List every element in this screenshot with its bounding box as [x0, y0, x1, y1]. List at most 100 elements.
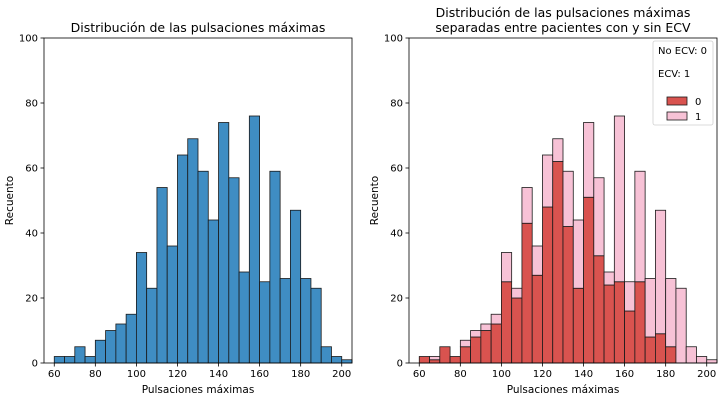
- x-tick-label: 80: [454, 369, 467, 380]
- bar-series-1-bin-110: [521, 187, 533, 224]
- bar-bin-95: [125, 313, 137, 364]
- bar-series-0-bin-100: [500, 281, 513, 364]
- axes-frame: [43, 37, 353, 364]
- bar-series-0-bin-170: [644, 336, 656, 364]
- y-tick-label: 100: [19, 34, 38, 45]
- bar-series-0-bin-120: [542, 206, 554, 364]
- axes-frame: [408, 37, 718, 364]
- bar-bin-180: [300, 278, 312, 364]
- bar-series-0-bin-80: [459, 346, 472, 364]
- bar-bin-125: [187, 138, 199, 364]
- bar-bin-120: [177, 154, 189, 364]
- bar-series-0-bin-90: [480, 330, 492, 364]
- x-tick-label: 60: [413, 369, 426, 380]
- chart-title: Distribución de las pulsaciones máximas: [71, 20, 326, 35]
- y-tick-label: 0: [32, 359, 38, 370]
- x-tick-label: 160: [615, 369, 634, 380]
- bar-bin-160: [259, 281, 271, 364]
- y-tick-label: 20: [25, 294, 38, 305]
- bars: [418, 115, 718, 364]
- bar-series-1-bin-85: [470, 330, 482, 338]
- bar-bin-175: [289, 209, 302, 364]
- x-tick-label: 80: [89, 369, 102, 380]
- bar-series-1-bin-170: [644, 278, 656, 338]
- x-tick-label: 140: [574, 369, 593, 380]
- bar-bin-150: [238, 271, 250, 364]
- chart-panel-1: 60 80 100 120 140 160 180 200 0 20 40 60 80 100 Pulsac…: [4, 20, 353, 396]
- bar-bin-65: [64, 356, 76, 364]
- bar-bin-60: [53, 356, 65, 364]
- y-tick-label: 40: [25, 229, 38, 240]
- bar-series-0-bin-180: [665, 346, 677, 364]
- bar-bin-140: [218, 122, 230, 364]
- bar-series-0-bin-60: [418, 356, 430, 364]
- bar-series-1-bin-95: [490, 313, 502, 325]
- y-tick-label: 80: [390, 99, 403, 110]
- legend-note: No ECV: 0: [658, 46, 707, 57]
- x-tick-label: 120: [168, 369, 187, 380]
- bar-series-0-bin-95: [490, 323, 502, 364]
- bar-series-1-bin-90: [480, 323, 492, 331]
- bar-series-1-bin-195: [696, 356, 708, 364]
- legend-entry-0: 0: [695, 97, 701, 108]
- x-tick-label: 140: [209, 369, 228, 380]
- bar-bin-200: [341, 359, 353, 364]
- y-tick-label: 40: [390, 229, 403, 240]
- x-tick-label: 60: [48, 369, 61, 380]
- bar-series-0-bin-175: [655, 333, 667, 364]
- x-tick-label: 180: [291, 369, 310, 380]
- bar-bin-90: [115, 323, 127, 364]
- bar-bin-170: [279, 278, 291, 364]
- bar-bin-85: [105, 330, 117, 364]
- bar-series-1-bin-125: [552, 138, 564, 162]
- y-tick-label: 80: [25, 99, 38, 110]
- bar-series-1-bin-80: [459, 339, 472, 348]
- x-tick-label: 100: [127, 369, 146, 380]
- bar-series-1-bin-185: [675, 287, 687, 364]
- bar-series-1-bin-160: [624, 281, 636, 312]
- bar-bin-70: [74, 346, 86, 364]
- x-tick-label: 160: [250, 369, 269, 380]
- bar-series-0-bin-150: [603, 284, 615, 364]
- bar-bin-115: [166, 245, 178, 364]
- bar-series-1-bin-65: [429, 356, 441, 361]
- legend-swatch-0: [666, 96, 688, 106]
- bar-series-1-bin-155: [613, 115, 625, 283]
- x-tick-label: 180: [656, 369, 675, 380]
- bar-series-1-bin-200: [706, 359, 718, 364]
- bar-series-1-bin-100: [500, 252, 513, 283]
- bar-series-0-bin-70: [439, 346, 451, 364]
- bar-series-0-bin-145: [593, 255, 605, 364]
- bar-series-0-bin-140: [583, 196, 595, 364]
- bar-bin-135: [207, 219, 219, 364]
- bar-bin-155: [248, 115, 260, 364]
- bar-bin-195: [331, 356, 343, 364]
- x-tick-label: 120: [533, 369, 552, 380]
- y-tick-label: 20: [390, 294, 403, 305]
- bar-series-1-bin-175: [655, 209, 667, 335]
- bar-bin-100: [135, 252, 148, 364]
- legend-note: ECV: 1: [658, 69, 690, 80]
- bar-series-0-bin-75: [449, 356, 461, 364]
- x-tick-label: 100: [492, 369, 511, 380]
- bar-series-0-bin-110: [521, 222, 533, 364]
- bar-series-0-bin-115: [531, 274, 543, 364]
- bar-series-1-bin-105: [511, 287, 523, 299]
- bar-bin-105: [146, 287, 158, 364]
- bar-series-0-bin-135: [572, 287, 584, 364]
- bar-series-1-bin-180: [665, 278, 677, 348]
- y-axis-label: Recuento: [4, 176, 16, 225]
- chart-title: Distribución de las pulsaciones máximas: [436, 5, 691, 20]
- bar-series-0-bin-105: [511, 297, 523, 364]
- y-tick-label: 60: [390, 164, 403, 175]
- bar-series-1-bin-120: [542, 154, 554, 208]
- legend-entry-1: 1: [695, 112, 701, 123]
- y-tick-label: 0: [397, 359, 403, 370]
- x-tick-label: 200: [332, 369, 351, 380]
- bars: [53, 115, 353, 364]
- bar-series-0-bin-165: [634, 281, 646, 364]
- y-tick-label: 60: [25, 164, 38, 175]
- bar-bin-145: [228, 177, 240, 364]
- bar-bin-130: [197, 170, 209, 364]
